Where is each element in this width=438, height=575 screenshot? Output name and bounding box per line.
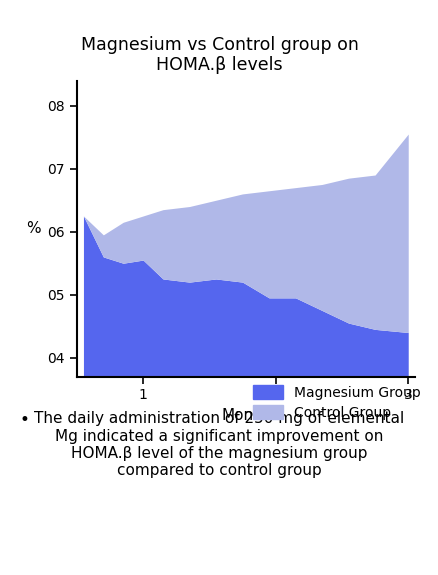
X-axis label: Month: Month <box>222 408 269 423</box>
Text: The daily administration of 250 mg of elemental
Mg indicated a significant impro: The daily administration of 250 mg of el… <box>34 411 404 478</box>
Text: •: • <box>20 411 29 429</box>
Y-axis label: %: % <box>26 221 41 236</box>
Text: Magnesium vs Control group on
HOMA.β levels: Magnesium vs Control group on HOMA.β lev… <box>81 36 357 74</box>
Legend: Magnesium Group, Control Group: Magnesium Group, Control Group <box>252 385 420 420</box>
